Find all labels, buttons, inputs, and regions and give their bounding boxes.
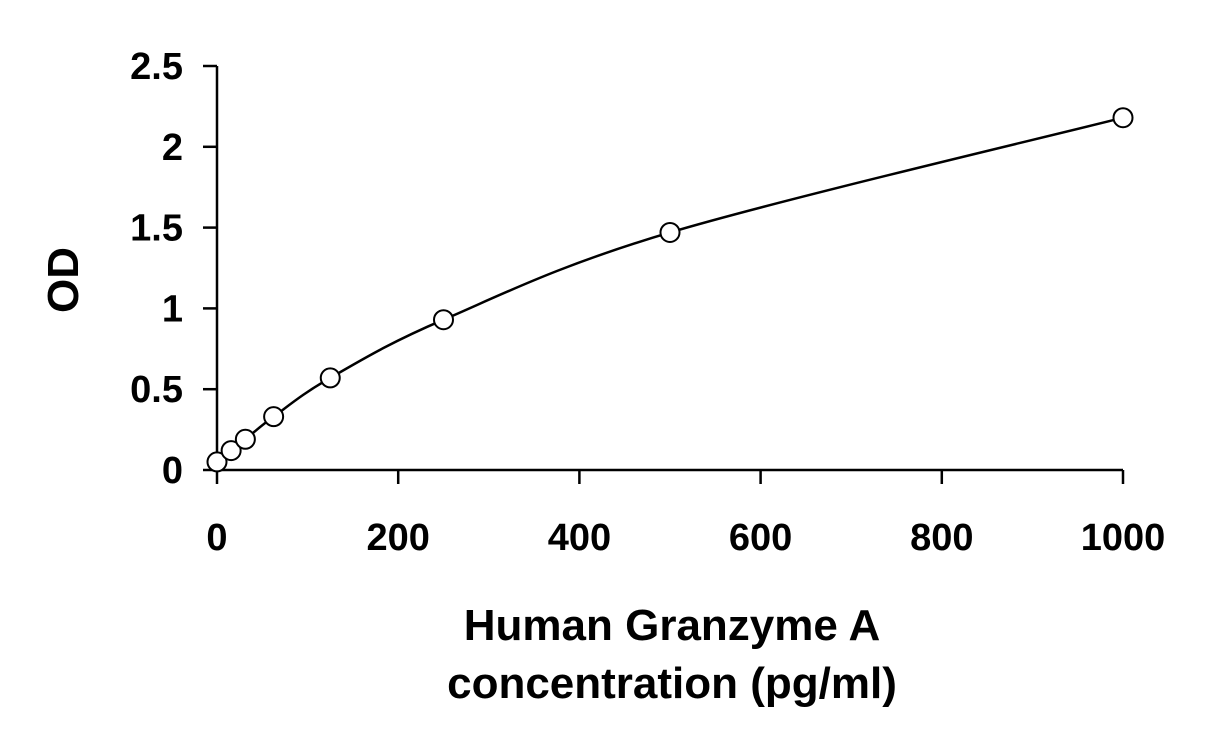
data-point	[1112, 107, 1134, 129]
x-axis-title-line-2: concentration (pg/ml)	[447, 659, 897, 708]
x-axis-title-line-1: Human Granzyme A	[464, 601, 880, 650]
fit-curve	[216, 116, 1124, 463]
y-tick-label: 0.5	[130, 369, 183, 411]
y-tick-label: 2	[162, 127, 183, 169]
data-point	[234, 428, 256, 450]
y-tick-label: 1	[162, 288, 183, 330]
x-tick-label: 0	[206, 517, 227, 559]
x-tick-label: 400	[548, 517, 611, 559]
y-tick-label: 2.5	[130, 46, 183, 88]
axis-labels: OD Human Granzyme A concentration (pg/ml…	[39, 247, 897, 708]
data-point	[263, 406, 285, 428]
data-point	[206, 451, 228, 473]
data-point	[319, 367, 341, 389]
x-tick-label: 600	[729, 517, 792, 559]
y-tick-label: 0	[162, 450, 183, 492]
x-tick-label: 200	[366, 517, 429, 559]
data-point	[659, 221, 681, 243]
data-point	[220, 440, 242, 462]
fit-curve-group	[216, 116, 1124, 463]
data-point	[433, 309, 454, 331]
x-tick-label: 800	[910, 517, 973, 559]
y-axis-title: OD	[39, 247, 88, 313]
x-tick-label: 1000	[1081, 517, 1166, 559]
axes: 0 0.5 1 1.5 2 2.5 0 200 400 600 800 1000	[130, 46, 1165, 559]
data-points	[206, 107, 1134, 473]
y-tick-label: 1.5	[130, 208, 183, 250]
